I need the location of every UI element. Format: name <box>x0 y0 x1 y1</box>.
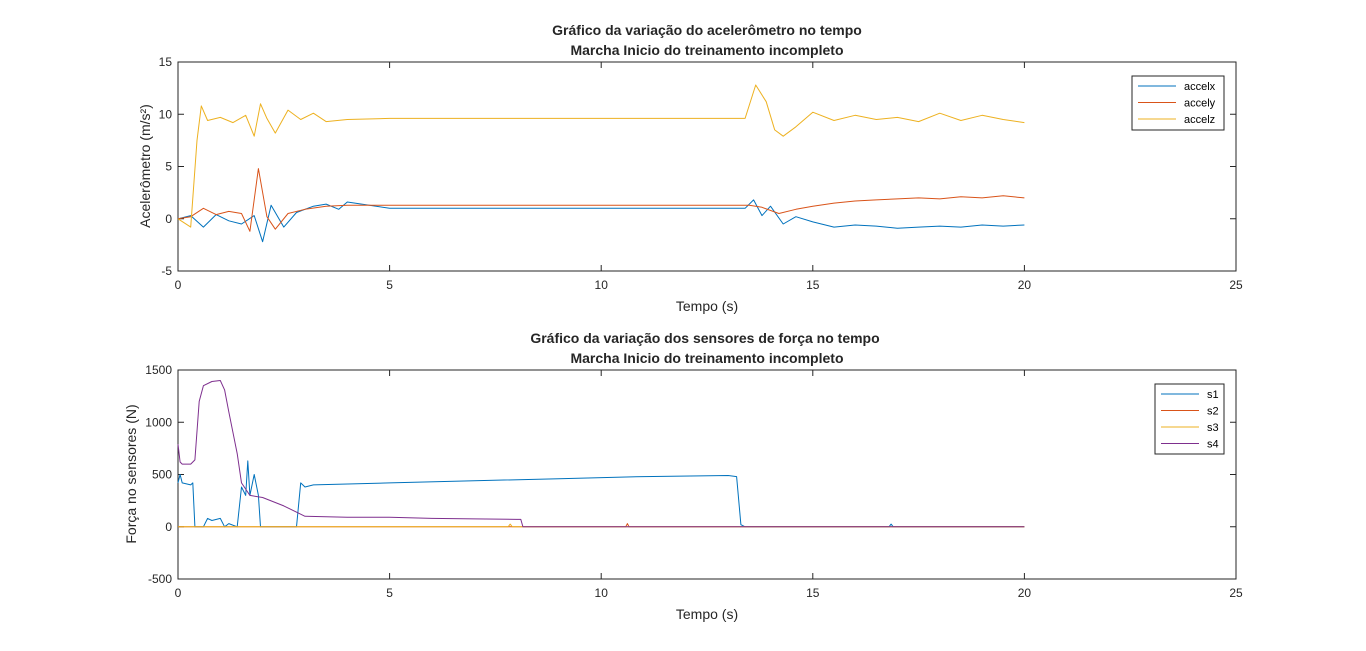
legend-entry: s4 <box>1207 439 1219 451</box>
x-axis-label: Tempo (s) <box>676 298 738 314</box>
chart-title: Gráfico da variação dos sensores de forç… <box>530 330 879 346</box>
x-tick-label: 20 <box>1018 586 1032 600</box>
y-tick-label: 0 <box>165 520 172 534</box>
series-line-s4 <box>177 380 1025 528</box>
series-line-accelz <box>177 84 1025 228</box>
x-tick-label: 0 <box>175 586 182 600</box>
chart-subtitle: Marcha Inicio do treinamento incompleto <box>570 42 843 58</box>
y-tick-label: 10 <box>159 107 173 121</box>
x-tick-label: 10 <box>595 586 609 600</box>
y-tick-label: 500 <box>152 468 172 482</box>
legend: accelx accely accelz <box>1131 75 1225 131</box>
chart-subtitle: Marcha Inicio do treinamento incompleto <box>570 350 843 366</box>
x-tick-label: 0 <box>175 278 182 292</box>
legend-entry: accelx <box>1184 81 1216 93</box>
legend-box <box>1154 383 1225 455</box>
plot-area <box>177 61 1237 272</box>
x-tick-label: 25 <box>1229 586 1243 600</box>
x-tick-label: 5 <box>386 278 393 292</box>
legend-entry: accelz <box>1184 114 1215 126</box>
x-axis-label: Tempo (s) <box>676 606 738 622</box>
plot-area <box>177 369 1237 580</box>
y-tick-label: 1500 <box>145 363 172 377</box>
x-tick-label: 15 <box>806 278 820 292</box>
y-axis-label: Força no sensores (N) <box>123 404 139 543</box>
legend: s1 s2 s3 s4 <box>1154 383 1225 455</box>
y-tick-label: -500 <box>148 572 172 586</box>
x-tick-label: 20 <box>1018 278 1032 292</box>
x-tick-label: 5 <box>386 586 393 600</box>
series-line-accely <box>177 168 1025 232</box>
chart-title: Gráfico da variação do acelerômetro no t… <box>552 22 862 38</box>
x-tick-label: 25 <box>1229 278 1243 292</box>
legend-entry: s2 <box>1207 406 1219 418</box>
y-tick-label: 15 <box>159 55 173 69</box>
x-tick-label: 15 <box>806 586 820 600</box>
legend-entry: s1 <box>1207 389 1219 401</box>
y-tick-label: 5 <box>165 160 172 174</box>
y-axis-label: Acelerômetro (m/s²) <box>137 104 153 228</box>
x-tick-label: 10 <box>595 278 609 292</box>
accelerometer-chart: Gráfico da variação do acelerômetro no t… <box>137 22 1243 314</box>
y-tick-label: 0 <box>165 212 172 226</box>
y-tick-label: 1000 <box>145 415 172 429</box>
y-tick-label: -5 <box>161 264 172 278</box>
force-sensors-chart: Gráfico da variação dos sensores de forç… <box>123 330 1243 622</box>
legend-entry: s3 <box>1207 422 1219 434</box>
legend-entry: accely <box>1184 98 1216 110</box>
